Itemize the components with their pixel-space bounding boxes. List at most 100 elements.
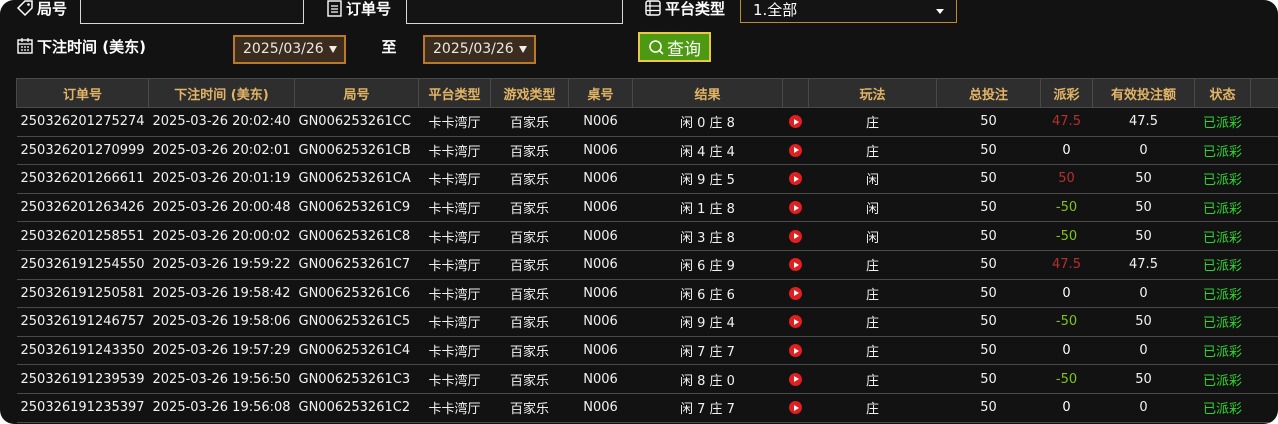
table-no-cell: N006 [568, 278, 633, 309]
order-filter-label: 订单号 [326, 0, 391, 20]
overflow-cell [1250, 192, 1278, 223]
column-header: 结果 [632, 78, 783, 108]
replay-button[interactable] [789, 143, 802, 157]
platform-cell: 卡卡湾厅 [418, 135, 491, 166]
overflow-cell [1250, 392, 1278, 423]
platform-filter-label: 平台类型 [644, 0, 725, 20]
bet-type-cell: 庄 [808, 107, 937, 137]
result-cell: 闲 6 庄 9 [632, 249, 783, 280]
bet-type-cell: 闲 [808, 164, 937, 194]
round-no-cell: GN006253261C6 [294, 278, 419, 309]
valid-bet-cell: 0 [1092, 392, 1195, 423]
column-header: 下注时间 (美东) [148, 78, 295, 108]
record-row: 250326201270999 2025-03-26 20:02:01 GN0062… [16, 135, 1278, 166]
order-no-cell: 250326201266611 [16, 164, 149, 194]
valid-bet-cell: 47.5 [1092, 249, 1195, 280]
payout-cell: 47.5 [1040, 107, 1093, 137]
status-cell: 已派彩 [1194, 278, 1251, 309]
date-from[interactable]: 2025/03/26 [233, 35, 346, 64]
result-cell: 闲 1 庄 8 [632, 192, 783, 223]
payout-cell: 0 [1040, 335, 1093, 366]
bet-time-cell: 2025-03-26 20:02:40 [148, 107, 295, 137]
game-type-cell: 百家乐 [490, 307, 569, 337]
table-body: 250326201275274 2025-03-26 20:02:40 GN0062… [16, 107, 1278, 423]
round-no-cell: GN006253261CC [294, 107, 419, 137]
bet-type-cell: 闲 [808, 221, 937, 251]
bet-time-cell: 2025-03-26 19:59:22 [148, 249, 295, 280]
column-header: 派彩 [1040, 78, 1093, 108]
replay-button[interactable] [789, 401, 802, 415]
result-cell: 闲 9 庄 5 [632, 164, 783, 194]
replay-button[interactable] [789, 286, 802, 300]
replay-cell [782, 278, 809, 309]
replay-cell [782, 364, 809, 394]
result-cell: 闲 0 庄 8 [632, 107, 783, 137]
result-cell: 闲 4 庄 4 [632, 135, 783, 166]
record-row: 250326191235397 2025-03-26 19:56:08 GN0062… [16, 392, 1278, 423]
round-no-cell: GN006253261C3 [294, 364, 419, 394]
replay-button[interactable] [789, 172, 802, 186]
order-no-cell: 250326191235397 [16, 392, 149, 423]
record-row: 250326191239539 2025-03-26 19:56:50 GN0062… [16, 364, 1278, 394]
round-no-cell: GN006253261CB [294, 135, 419, 166]
replay-button[interactable] [789, 344, 802, 358]
bet-type-cell: 庄 [808, 364, 937, 394]
payout-cell: -50 [1040, 192, 1093, 223]
date-to[interactable]: 2025/03/26 [423, 35, 536, 64]
order-no-cell: 250326191250581 [16, 278, 149, 309]
game-type-cell: 百家乐 [490, 164, 569, 194]
bet-time-cell: 2025-03-26 20:00:02 [148, 221, 295, 251]
column-header: 状态 [1194, 78, 1251, 108]
replay-cell [782, 335, 809, 366]
game-type-cell: 百家乐 [490, 335, 569, 366]
round-no-cell: GN006253261CA [294, 164, 419, 194]
records-table: 订单号 下注时间 (美东) 局号 平台类型 游戏类型 桌号 结果 玩法 总投注 派彩 有效投注额 状态… [16, 78, 1278, 423]
round-input[interactable] [80, 0, 304, 24]
replay-button[interactable] [789, 201, 802, 215]
replay-button[interactable] [789, 229, 802, 243]
search-icon [649, 39, 664, 55]
total-bet-cell: 50 [936, 164, 1041, 194]
record-row: 250326191254550 2025-03-26 19:59:22 GN0062… [16, 249, 1278, 280]
column-header: 局号 [294, 78, 419, 108]
overflow-cell [1250, 364, 1278, 394]
game-type-cell: 百家乐 [490, 249, 569, 280]
label: 局号 [37, 0, 68, 18]
result-cell: 闲 8 庄 0 [632, 364, 783, 394]
replay-button[interactable] [789, 258, 802, 272]
bet-type-cell: 庄 [808, 249, 937, 280]
search-button[interactable]: 查询 [638, 32, 711, 62]
bet-time-cell: 2025-03-26 20:00:48 [148, 192, 295, 223]
to-label: 至 [381, 37, 397, 56]
platform-select[interactable]: 1.全部 [740, 0, 957, 23]
round-filter-label: 局号 [16, 0, 67, 20]
round-no-cell: GN006253261C7 [294, 249, 419, 280]
table-no-cell: N006 [568, 164, 633, 194]
platform-cell: 卡卡湾厅 [418, 335, 491, 366]
time-filter-label: 下注时间 (美东) [16, 34, 146, 58]
order-no-cell: 250326201275274 [16, 107, 149, 137]
result-cell: 闲 7 庄 7 [632, 335, 783, 366]
game-type-cell: 百家乐 [490, 135, 569, 166]
platform-cell: 卡卡湾厅 [418, 107, 491, 137]
record-row: 250326201275274 2025-03-26 20:02:40 GN0062… [16, 107, 1278, 137]
round-no-cell: GN006253261C8 [294, 221, 419, 251]
overflow-cell [1250, 278, 1278, 309]
game-type-cell: 百家乐 [490, 392, 569, 423]
valid-bet-cell: 47.5 [1092, 107, 1195, 137]
replay-button[interactable] [789, 115, 802, 129]
valid-bet-cell: 50 [1092, 192, 1195, 223]
status-cell: 已派彩 [1194, 364, 1251, 394]
replay-button[interactable] [789, 372, 802, 386]
platform-cell: 卡卡湾厅 [418, 392, 491, 423]
status-cell: 已派彩 [1194, 221, 1251, 251]
replay-button[interactable] [789, 315, 802, 329]
order-input[interactable] [406, 0, 623, 24]
bet-type-cell: 庄 [808, 278, 937, 309]
total-bet-cell: 50 [936, 307, 1041, 337]
status-cell: 已派彩 [1194, 249, 1251, 280]
total-bet-cell: 50 [936, 221, 1041, 251]
valid-bet-cell: 50 [1092, 364, 1195, 394]
record-row: 250326191246757 2025-03-26 19:58:06 GN0062… [16, 307, 1278, 337]
